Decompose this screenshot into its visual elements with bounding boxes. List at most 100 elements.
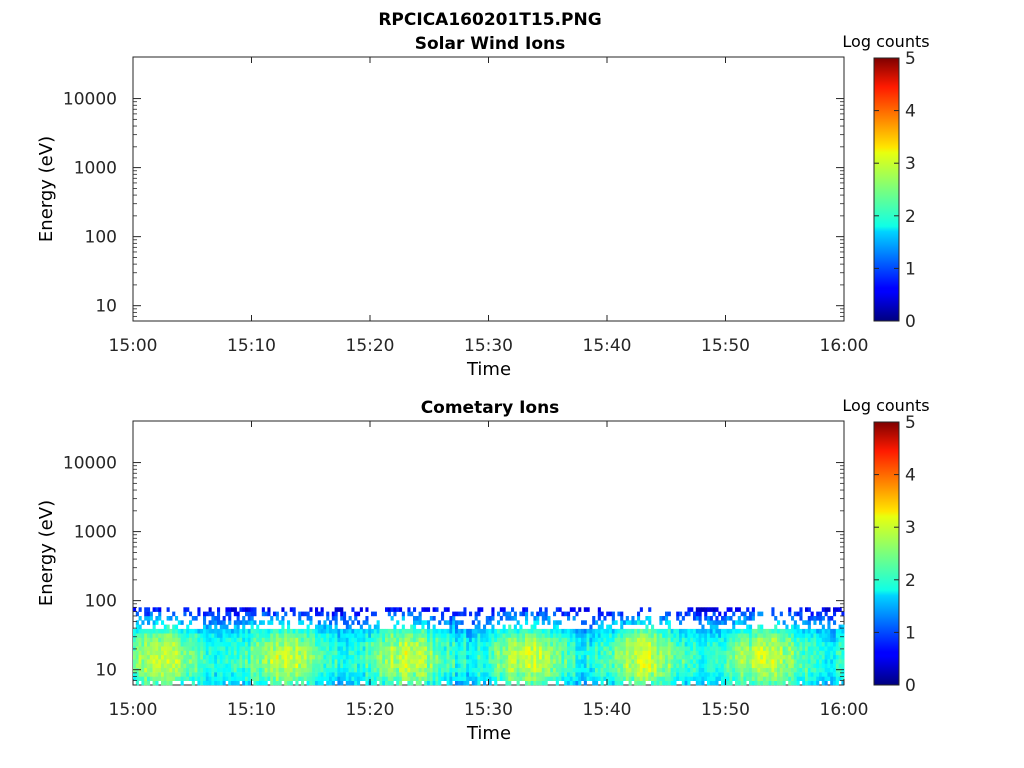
heatmap-cell [690,646,694,651]
heatmap-cell [281,620,285,625]
heatmap-cell [359,646,363,651]
heatmap-cell [133,676,137,681]
heatmap-cell [480,646,484,651]
heatmap-cell [144,607,148,612]
heatmap-cell [452,611,456,617]
heatmap-cell [435,654,439,660]
heatmap-cell [236,611,240,617]
heatmap-cell [572,659,576,664]
heatmap-cell [502,676,506,681]
heatmap-cell [163,646,167,651]
heatmap-cell [413,624,417,630]
heatmap-cell [819,641,823,647]
heatmap-cell [301,672,305,677]
heatmap-cell [163,663,167,668]
heatmap-cell [698,676,702,681]
heatmap-cell [166,616,170,621]
heatmap-cell [211,620,215,625]
heatmap-cell [679,650,683,656]
heatmap-cell [463,637,467,643]
heatmap-cell [275,646,279,651]
heatmap-cell [399,650,403,656]
heatmap-cell [544,637,548,643]
heatmap-cell [371,659,375,664]
heatmap-cell [760,650,764,656]
heatmap-cell [275,680,279,686]
heatmap-cell [393,659,397,664]
heatmap-cell [841,650,845,656]
heatmap-cell [163,659,167,664]
heatmap-cell [424,607,428,612]
heatmap-cell [656,676,660,681]
heatmap-cell [634,620,638,625]
heatmap-cell [662,676,666,681]
heatmap-cell [376,650,380,656]
heatmap-cell [225,676,229,681]
heatmap-cell [455,680,459,686]
heatmap-cell [152,628,156,634]
heatmap-cell [242,607,246,612]
heatmap-cell [788,663,792,668]
heatmap-cell [589,672,593,677]
heatmap-cell [634,633,638,638]
heatmap-cell [659,646,663,651]
heatmap-cell [821,628,825,634]
heatmap-cell [231,672,235,677]
heatmap-cell [466,637,470,643]
heatmap-cell [147,607,151,612]
heatmap-cell [415,620,419,625]
heatmap-cell [494,659,498,664]
heatmap-cell [810,672,814,677]
x-tick-label: 15:30 [464,336,513,356]
heatmap-cell [393,667,397,673]
heatmap-cell [275,611,279,617]
heatmap-cell [189,641,193,647]
heatmap-cell [387,637,391,643]
heatmap-cell [788,637,792,643]
heatmap-cell [287,663,291,668]
heatmap-cell [443,654,447,660]
heatmap-cell [491,659,495,664]
heatmap-cell [634,672,638,677]
heatmap-cell [357,650,361,656]
heatmap-cell [695,633,699,638]
heatmap-cell [315,628,319,634]
heatmap-cell [785,628,789,634]
heatmap-cell [639,672,643,677]
heatmap-cell [813,637,817,643]
heatmap-cell [208,633,212,638]
heatmap-cell [525,633,529,638]
heatmap-cell [485,672,489,677]
heatmap-cell [611,611,615,617]
heatmap-cell [443,646,447,651]
heatmap-cell [175,659,179,664]
heatmap-cell [149,659,153,664]
heatmap-cell [273,628,277,634]
heatmap-cell [595,680,599,686]
heatmap-cell [740,633,744,638]
heatmap-cell [345,659,349,664]
heatmap-cell [779,650,783,656]
heatmap-cell [813,654,817,660]
heatmap-cell [441,633,445,638]
heatmap-cell [516,641,520,647]
heatmap-cell [665,659,669,664]
heatmap-cell [690,667,694,673]
heatmap-cell [183,676,187,681]
heatmap-cell [477,650,481,656]
heatmap-cell [477,654,481,660]
heatmap-cell [247,680,251,686]
heatmap-cell [306,676,310,681]
heatmap-cell [824,680,828,686]
heatmap-cell [169,659,173,664]
heatmap-cell [586,667,590,673]
heatmap-cell [810,628,814,634]
heatmap-cell [368,650,372,656]
heatmap-cell [530,624,534,630]
heatmap-cell [289,646,293,651]
heatmap-cell [651,637,655,643]
heatmap-cell [427,654,431,660]
heatmap-cell [785,624,789,630]
heatmap-cell [155,650,159,656]
heatmap-cell [508,637,512,643]
